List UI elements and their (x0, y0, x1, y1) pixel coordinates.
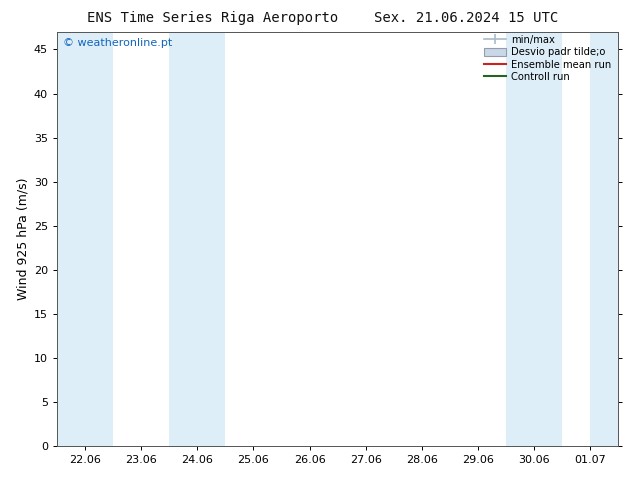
Bar (590, 32, 618, 446)
Bar (169, 32, 226, 446)
Text: ENS Time Series Riga Aeroporto: ENS Time Series Riga Aeroporto (87, 11, 338, 25)
Bar (57, 32, 113, 446)
Text: © weatheronline.pt: © weatheronline.pt (63, 38, 172, 48)
Bar (506, 32, 562, 446)
Y-axis label: Wind 925 hPa (m/s): Wind 925 hPa (m/s) (16, 177, 30, 300)
Text: Sex. 21.06.2024 15 UTC: Sex. 21.06.2024 15 UTC (374, 11, 558, 25)
Legend: min/max, Desvio padr tilde;o, Ensemble mean run, Controll run: min/max, Desvio padr tilde;o, Ensemble m… (482, 33, 613, 84)
